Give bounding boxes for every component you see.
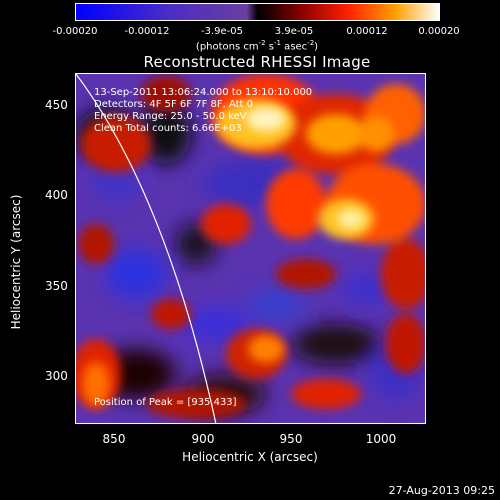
y-tick-label: 350	[45, 279, 68, 293]
solar-limb-line	[76, 74, 217, 423]
annotation-time-range: 13-Sep-2011 13:06:24.000 to 13:10:10.000	[94, 87, 313, 98]
annotation-clean-counts: Clean Total counts: 6.66E+03	[94, 123, 242, 134]
x-tick-label: 900	[191, 432, 215, 446]
annotation-peak-position: Position of Peak = [935,433]	[94, 397, 237, 408]
x-tick-label: 950	[279, 432, 303, 446]
y-axis-label: Heliocentric Y (arcsec)	[9, 194, 23, 330]
footer-timestamp: 27-Aug-2013 09:25	[388, 484, 495, 497]
x-tick-label: 850	[102, 432, 126, 446]
x-axis-label: Heliocentric X (arcsec)	[182, 450, 318, 464]
y-tick-label: 450	[45, 98, 68, 112]
y-tick-label: 300	[45, 369, 68, 383]
x-tick-label: 1000	[365, 432, 397, 446]
colorbar-tick: 0.00012	[346, 26, 388, 37]
colorbar-tick: 3.9e-05	[274, 26, 314, 37]
annotation-detectors: Detectors: 4F 5F 6F 7F 8F, Att 0	[94, 99, 254, 110]
colorbar-tick: -3.9e-05	[201, 26, 243, 37]
colorbar	[75, 3, 440, 21]
colorbar-tick: -0.00020	[52, 26, 98, 37]
colorbar-gradient	[76, 4, 439, 20]
colorbar-tick: -0.00012	[124, 26, 170, 37]
colorbar-units: (photons cm-2 s-1 asec-2)	[195, 39, 319, 53]
colorbar-tick: 0.00020	[418, 26, 460, 37]
y-tick-label: 400	[45, 188, 68, 202]
image-canvas	[76, 74, 425, 423]
plot-title: Reconstructed RHESSI Image	[143, 53, 371, 71]
rhessi-image	[75, 73, 426, 424]
annotation-energy-range: Energy Range: 25.0 - 50.0 keV	[94, 111, 247, 122]
